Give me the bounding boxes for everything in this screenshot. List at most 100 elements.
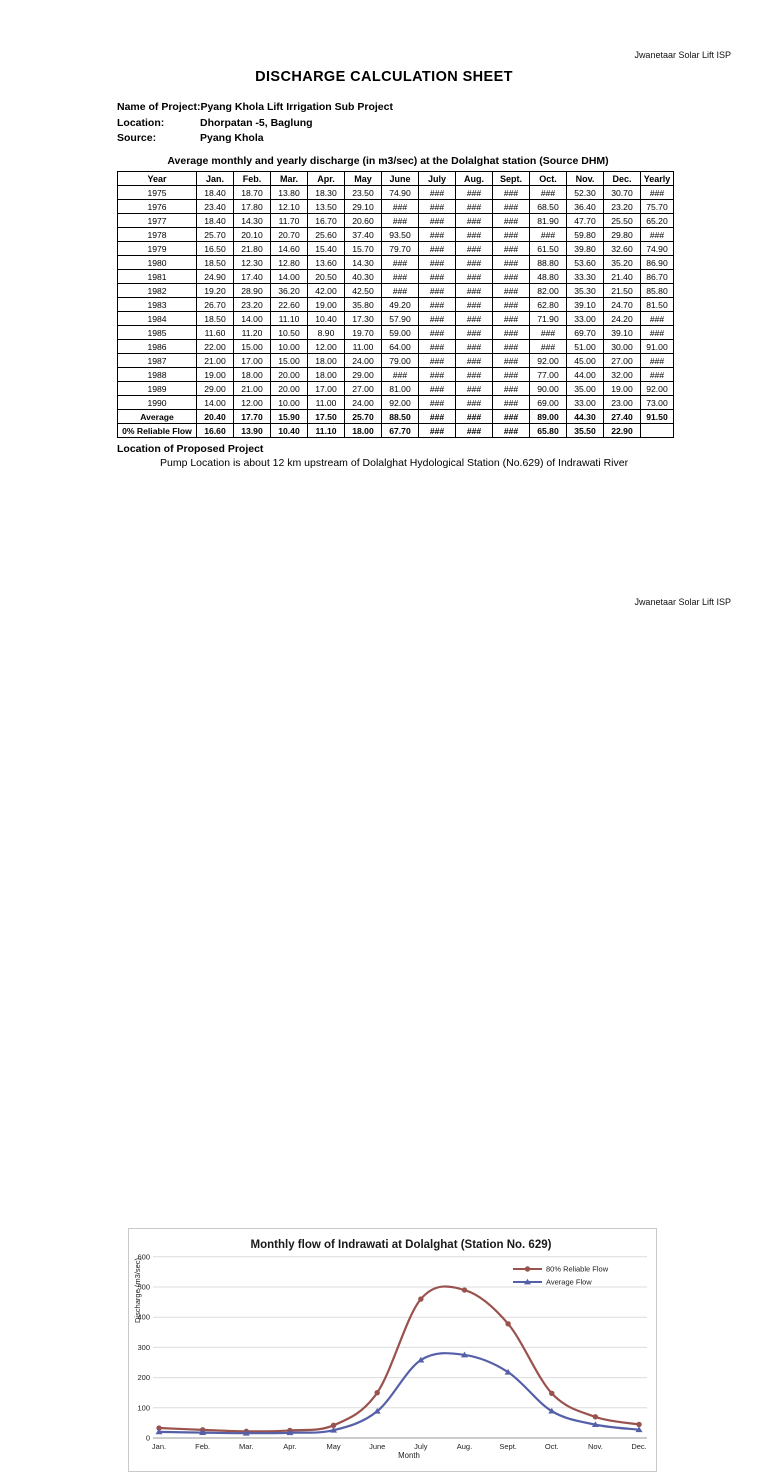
- value-cell: ###: [455, 283, 493, 298]
- location-label: Location:: [117, 116, 165, 129]
- value-cell: 48.80: [529, 269, 567, 284]
- column-header: Oct.: [529, 171, 567, 186]
- x-tick-label: May: [326, 1442, 340, 1451]
- value-cell: 18.50: [196, 311, 234, 326]
- location-proposed-text: Pump Location is about 12 km upstream of…: [160, 457, 629, 469]
- value-cell: ###: [418, 311, 456, 326]
- value-cell: 29.00: [196, 381, 234, 396]
- value-cell: 14.30: [344, 255, 382, 270]
- value-cell: 11.70: [270, 213, 308, 228]
- value-cell: 49.20: [381, 297, 419, 312]
- value-cell: 88.50: [381, 409, 419, 424]
- value-cell: 16.60: [196, 423, 234, 438]
- value-cell: 91.00: [640, 339, 674, 354]
- value-cell: 30.70: [603, 185, 641, 200]
- y-tick-label: 100: [137, 1403, 150, 1412]
- value-cell: 29.10: [344, 199, 382, 214]
- value-cell: 20.00: [270, 367, 308, 382]
- legend-label: 80% Reliable Flow: [546, 1265, 609, 1274]
- value-cell: 12.30: [233, 255, 271, 270]
- row-label-cell: 1975: [117, 185, 197, 200]
- row-label-cell: Average: [117, 409, 197, 424]
- value-cell: 20.60: [344, 213, 382, 228]
- discharge-table-head: Year Jan. Feb. Mar. Apr. May June July Aug. Sept.…: [117, 171, 674, 186]
- value-cell: ###: [455, 339, 493, 354]
- row-label-cell: 1990: [117, 395, 197, 410]
- value-cell: ###: [492, 269, 530, 284]
- circle-marker: [505, 1321, 511, 1327]
- source-label: Source:: [117, 132, 157, 144]
- x-tick-label: Dec.: [631, 1442, 646, 1451]
- x-tick-label: Sept.: [499, 1442, 517, 1451]
- value-cell: 22.90: [603, 423, 641, 438]
- value-cell: 75.70: [640, 199, 674, 214]
- value-cell: 35.30: [566, 283, 604, 298]
- value-cell: 18.50: [196, 255, 234, 270]
- table-row: 1985 11.60 11.20 10.50 8.90 19.70 59.00 ### ### #…: [117, 325, 674, 340]
- series-line-average-flow: [158, 1352, 640, 1435]
- value-cell: 21.00: [233, 381, 271, 396]
- page-1: Jwanetaar Solar Lift ISP DISCHARGE CALCU…: [0, 0, 768, 575]
- value-cell: ###: [381, 199, 419, 214]
- value-cell: 15.00: [270, 353, 308, 368]
- table-row: 1984 18.50 14.00 11.10 10.40 17.30 57.90 ### ###…: [117, 311, 674, 326]
- x-tick-label: July: [414, 1442, 428, 1451]
- value-cell: 19.00: [307, 297, 345, 312]
- value-cell: 29.80: [603, 227, 641, 242]
- value-cell: 21.00: [196, 353, 234, 368]
- value-cell: ###: [418, 255, 456, 270]
- value-cell: 21.40: [603, 269, 641, 284]
- legend-label: Average Flow: [546, 1278, 592, 1287]
- value-cell: 86.90: [640, 255, 674, 270]
- table-row: 1977 18.40 14.30 11.70 16.70 20.60 ### ### ### ##…: [117, 213, 674, 228]
- value-cell: ###: [492, 241, 530, 256]
- value-cell: 15.70: [344, 241, 382, 256]
- value-cell: ###: [418, 283, 456, 298]
- value-cell: 17.40: [233, 269, 271, 284]
- value-cell: 22.00: [196, 339, 234, 354]
- value-cell: 27.00: [603, 353, 641, 368]
- row-label-cell: 1988: [117, 367, 197, 382]
- value-cell: 18.70: [233, 185, 271, 200]
- value-cell: 20.00: [270, 381, 308, 396]
- value-cell: ###: [640, 325, 674, 340]
- value-cell: 79.70: [381, 241, 419, 256]
- value-cell: 90.00: [529, 381, 567, 396]
- value-cell: 11.00: [344, 339, 382, 354]
- value-cell: ###: [640, 185, 674, 200]
- row-label-cell: 0% Reliable Flow: [117, 423, 197, 438]
- value-cell: 24.70: [603, 297, 641, 312]
- value-cell: 61.50: [529, 241, 567, 256]
- value-cell: ###: [492, 199, 530, 214]
- project-name-row: Name of Project:Pyang Khola Lift Irrigat…: [117, 100, 393, 116]
- value-cell: ###: [381, 283, 419, 298]
- x-tick-label: June: [369, 1442, 385, 1451]
- value-cell: 18.40: [196, 213, 234, 228]
- value-cell: 32.00: [603, 367, 641, 382]
- value-cell: ###: [455, 423, 493, 438]
- table-row: 1987 21.00 17.00 15.00 18.00 24.00 79.00 ### ###…: [117, 353, 674, 368]
- value-cell: 39.10: [603, 325, 641, 340]
- value-cell: 23.20: [233, 297, 271, 312]
- value-cell: 85.80: [640, 283, 674, 298]
- value-cell: 17.80: [233, 199, 271, 214]
- table-row: 1975 18.40 18.70 13.80 18.30 23.50 74.90 ### ###…: [117, 185, 674, 200]
- value-cell: 10.50: [270, 325, 308, 340]
- value-cell: 15.90: [270, 409, 308, 424]
- value-cell: 11.20: [233, 325, 271, 340]
- value-cell: 68.50: [529, 199, 567, 214]
- location-proposed-heading: Location of Proposed Project: [117, 443, 264, 455]
- value-cell: ###: [640, 353, 674, 368]
- column-header: May: [344, 171, 382, 186]
- column-header: Nov.: [566, 171, 604, 186]
- value-cell: 77.00: [529, 367, 567, 382]
- location-row: Location: Dhorpatan -5, Baglung: [117, 116, 393, 132]
- table-row: 0% Reliable Flow 16.60 13.90 10.40 11.10 18.0…: [117, 423, 674, 438]
- column-header: Yearly: [640, 171, 674, 186]
- value-cell: 59.80: [566, 227, 604, 242]
- page2-header-right: Jwanetaar Solar Lift ISP: [634, 597, 731, 607]
- x-tick-label: Apr.: [283, 1442, 296, 1451]
- row-label-cell: 1984: [117, 311, 197, 326]
- value-cell: 11.60: [196, 325, 234, 340]
